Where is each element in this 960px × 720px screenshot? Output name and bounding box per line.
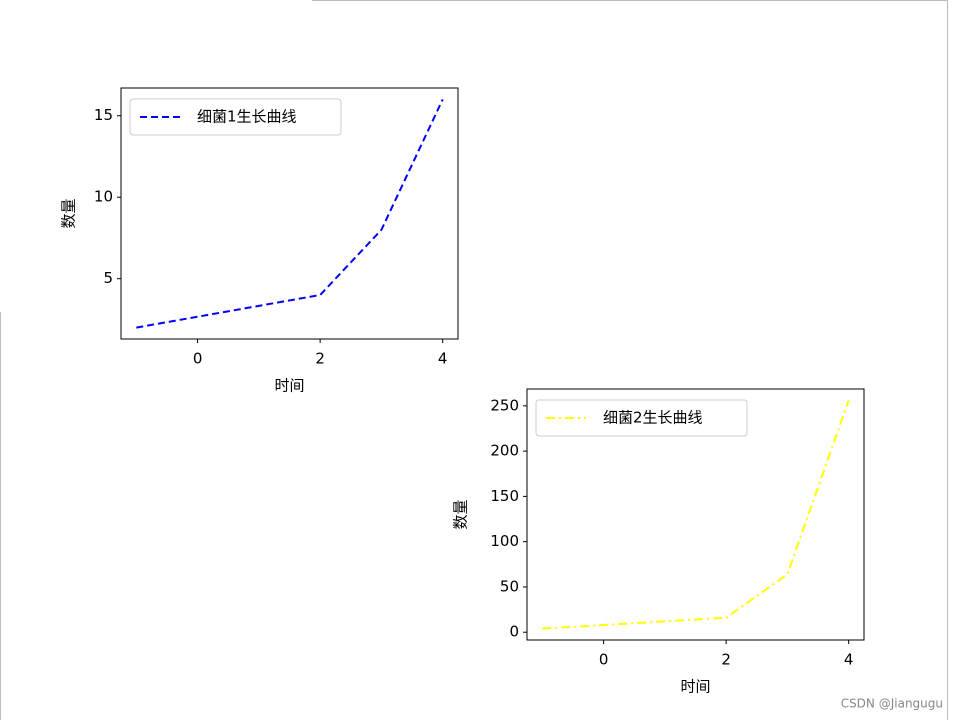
y-axis-label: 数量 [60, 198, 78, 228]
x-tick-label: 2 [315, 350, 325, 368]
legend-label: 细菌2生长曲线 [603, 409, 703, 427]
legend-label: 细菌1生长曲线 [197, 108, 297, 126]
x-tick-label: 4 [844, 651, 854, 669]
y-tick-label: 50 [500, 577, 519, 595]
x-tick-label: 0 [193, 350, 203, 368]
y-tick-label: 0 [509, 623, 519, 641]
y-axis-label: 数量 [452, 499, 470, 529]
x-axis-label: 时间 [680, 678, 710, 696]
axes-box [120, 87, 459, 340]
axes-box [526, 388, 865, 641]
x-axis-label: 时间 [274, 377, 304, 395]
y-tick-label: 150 [490, 487, 519, 505]
legend-box [129, 98, 342, 136]
x-tick-label: 0 [599, 651, 609, 669]
y-tick-label: 10 [94, 188, 113, 206]
y-tick-label: 250 [490, 396, 519, 414]
watermark: CSDN @Jiangugu [841, 697, 943, 711]
y-tick-label: 15 [94, 106, 113, 124]
x-tick-label: 2 [721, 651, 731, 669]
y-tick-label: 5 [103, 269, 113, 287]
data-line [136, 98, 444, 329]
x-tick-label: 4 [438, 350, 448, 368]
y-tick-label: 100 [490, 532, 519, 550]
y-tick-label: 200 [490, 442, 519, 460]
legend-box [535, 399, 748, 437]
